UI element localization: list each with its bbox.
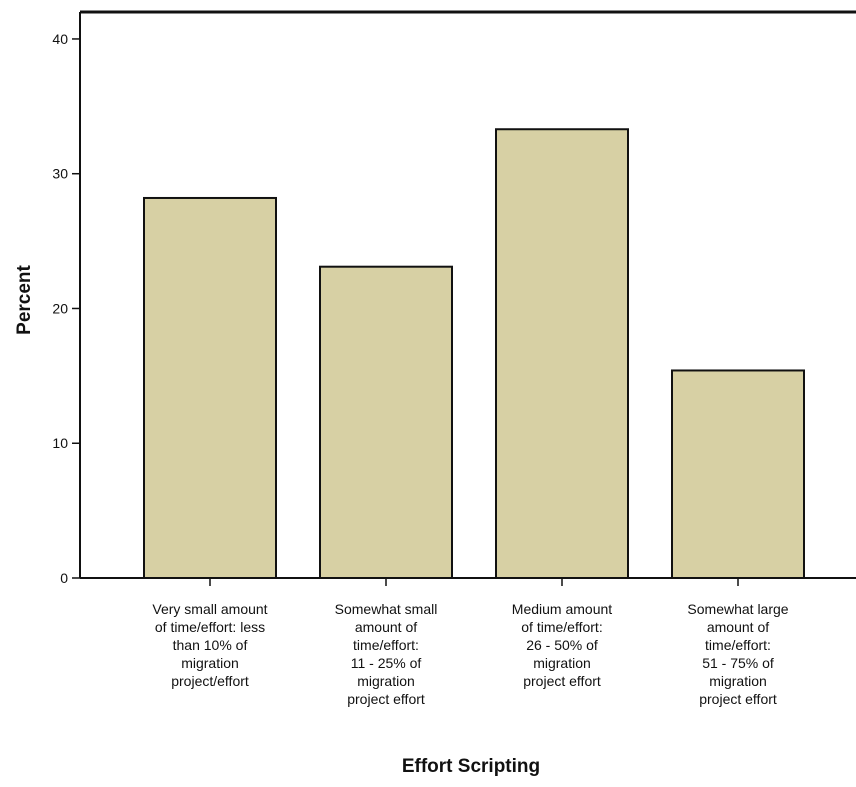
x-tick-labels: Very small amount of time/effort: less tha… [152,601,788,707]
x-tick-label-line: 51 - 75% of [702,655,774,671]
x-tick-label-line: time/effort: [705,637,771,653]
x-tick-label-line: amount of [355,619,417,635]
x-tick-label-line: of time/effort: less [155,619,265,635]
x-tick-label-line: Very small amount [152,601,267,617]
x-tick-label-line: project effort [699,691,777,707]
bars [143,128,805,580]
x-tick-label-line: of time/effort: [521,619,602,635]
x-tick-label-line: Medium amount [512,601,612,617]
x-tick-label-line: than 10% of [173,637,248,653]
y-tick-label: 20 [52,300,68,316]
y-axis-title: Percent [14,264,35,334]
bar [319,265,453,579]
x-tick-label-line: 26 - 50% of [526,637,598,653]
y-tick-label: 30 [52,166,68,182]
y-tick-label: 0 [60,570,68,586]
x-tick-label-line: project effort [347,691,425,707]
x-tick-label-line: amount of [707,619,769,635]
x-tick-label-line: project effort [523,673,601,689]
x-tick-label: Medium amount of time/effort: 26 - 50% of m… [512,601,612,689]
x-axis [209,578,739,586]
x-tick-label: Very small amount of time/effort: less tha… [152,601,267,689]
x-tick-label: Somewhat large amount of time/effort: 51 - … [687,601,788,707]
bar [143,196,277,579]
x-tick-label-line: Somewhat small [335,601,438,617]
x-tick-label-line: project/effort [171,673,249,689]
bar [671,369,805,580]
x-tick-label-line: 11 - 25% of [351,655,422,671]
x-tick-label-line: time/effort: [353,637,419,653]
y-tick-label: 40 [52,31,68,47]
x-tick-label-line: migration [181,655,239,671]
x-tick-label-line: migration [357,673,415,689]
x-axis-title: Effort Scripting [402,756,540,777]
x-tick-label-line: migration [533,655,591,671]
x-tick-label: Somewhat small amount of time/effort: 11 - … [335,601,438,707]
bar [495,128,629,579]
x-tick-label-line: migration [709,673,767,689]
y-tick-label: 10 [52,435,68,451]
x-tick-label-line: Somewhat large [687,601,788,617]
y-axis: 0 10 20 30 40 [52,31,80,586]
